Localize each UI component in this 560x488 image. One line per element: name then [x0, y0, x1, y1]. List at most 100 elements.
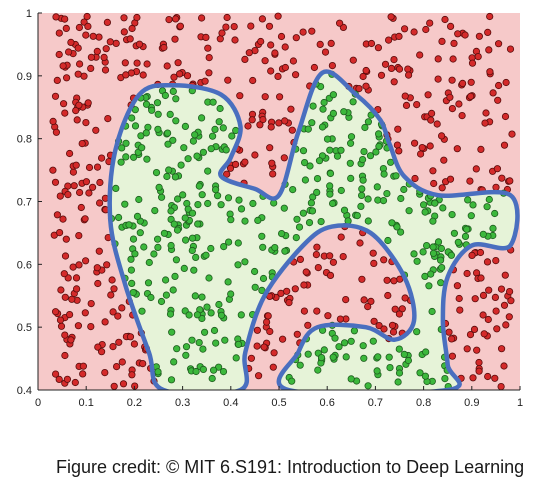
point-outside — [160, 43, 168, 52]
point-outside — [183, 72, 192, 80]
point-outside — [463, 345, 471, 353]
y-tick-label: 0.5 — [17, 322, 32, 334]
point-inside — [307, 199, 315, 207]
point-outside — [257, 37, 265, 46]
point-outside — [94, 279, 102, 288]
point-outside — [506, 177, 514, 185]
point-outside — [69, 263, 77, 271]
point-outside — [73, 285, 81, 293]
point-outside — [429, 167, 437, 175]
point-outside — [493, 165, 501, 173]
point-inside — [182, 343, 191, 351]
point-inside — [204, 199, 212, 208]
point-outside — [500, 362, 508, 370]
x-tick-label: 0.6 — [320, 397, 335, 409]
point-inside — [188, 234, 197, 242]
point-outside — [259, 116, 267, 124]
point-outside — [64, 191, 72, 199]
point-outside — [226, 164, 235, 172]
point-inside — [241, 217, 249, 225]
point-outside — [473, 346, 481, 354]
point-inside — [340, 339, 349, 347]
point-inside — [117, 158, 125, 166]
point-inside — [289, 186, 297, 194]
point-inside — [131, 250, 139, 258]
y-tick-label: 0.4 — [17, 385, 32, 397]
point-outside — [171, 35, 179, 43]
point-outside — [60, 270, 68, 278]
point-outside — [455, 100, 463, 108]
x-tick-label: 0.2 — [127, 397, 142, 409]
point-outside — [84, 22, 92, 30]
point-inside — [138, 307, 146, 315]
point-outside — [87, 322, 95, 331]
point-inside — [374, 130, 383, 138]
point-inside — [259, 243, 267, 251]
x-tick-label: 1 — [517, 397, 523, 409]
point-outside — [232, 160, 240, 168]
point-outside — [201, 77, 209, 85]
x-tick-label: 0.8 — [416, 397, 431, 409]
point-inside — [347, 337, 355, 345]
point-outside — [438, 37, 446, 46]
point-outside — [70, 182, 78, 190]
point-outside — [59, 215, 67, 223]
point-outside — [312, 251, 320, 259]
point-outside — [458, 79, 467, 88]
point-outside — [402, 101, 411, 110]
point-inside — [400, 350, 408, 358]
point-inside — [448, 211, 456, 219]
point-inside — [329, 91, 337, 99]
point-outside — [51, 370, 60, 378]
point-inside — [199, 345, 207, 353]
point-outside — [112, 39, 120, 48]
point-outside — [139, 71, 147, 79]
point-inside — [199, 148, 207, 156]
point-outside — [269, 363, 277, 371]
point-inside — [326, 169, 335, 178]
point-inside — [395, 369, 404, 377]
point-outside — [485, 286, 493, 294]
point-outside — [265, 22, 274, 30]
point-inside — [439, 204, 447, 212]
point-outside — [335, 19, 344, 27]
point-inside — [301, 176, 309, 184]
point-inside — [436, 256, 445, 264]
point-inside — [142, 129, 150, 137]
point-outside — [87, 299, 95, 308]
point-outside — [430, 179, 438, 188]
point-outside — [258, 15, 266, 23]
point-outside — [410, 28, 418, 36]
point-outside — [466, 177, 474, 185]
point-inside — [313, 175, 322, 183]
point-inside — [360, 148, 368, 156]
point-inside — [162, 276, 170, 284]
point-outside — [448, 105, 456, 113]
point-inside — [419, 201, 428, 209]
point-outside — [494, 81, 503, 90]
point-outside — [165, 15, 173, 24]
x-tick-label: 0 — [35, 397, 41, 409]
point-outside — [280, 154, 288, 162]
point-outside — [360, 296, 368, 304]
point-outside — [324, 312, 332, 320]
point-inside — [128, 114, 136, 122]
point-inside — [359, 342, 367, 350]
point-outside — [51, 308, 60, 316]
point-inside — [194, 201, 202, 209]
point-outside — [362, 66, 370, 75]
point-inside — [349, 98, 357, 106]
point-outside — [497, 382, 505, 391]
point-outside — [454, 30, 462, 38]
point-outside — [128, 24, 136, 33]
point-inside — [122, 153, 130, 161]
point-outside — [326, 271, 335, 279]
point-outside — [437, 132, 446, 140]
point-outside — [56, 316, 65, 324]
point-outside — [426, 142, 434, 150]
point-inside — [358, 185, 366, 193]
point-inside — [232, 354, 240, 362]
point-inside — [198, 293, 206, 301]
point-inside — [483, 203, 491, 211]
point-inside — [167, 376, 176, 384]
